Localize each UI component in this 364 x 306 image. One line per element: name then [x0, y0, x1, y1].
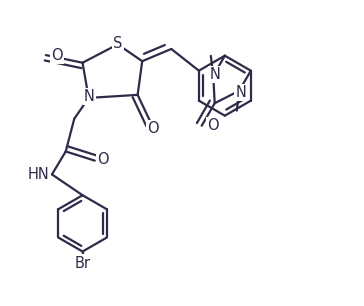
Text: O: O: [207, 118, 219, 133]
Text: O: O: [97, 152, 109, 167]
Text: N: N: [209, 67, 220, 82]
Text: O: O: [51, 47, 63, 63]
Text: N: N: [236, 85, 246, 100]
Text: O: O: [147, 121, 159, 136]
Text: HN: HN: [27, 167, 49, 182]
Text: Br: Br: [75, 256, 91, 271]
Text: N: N: [84, 89, 95, 104]
Text: S: S: [113, 35, 122, 51]
